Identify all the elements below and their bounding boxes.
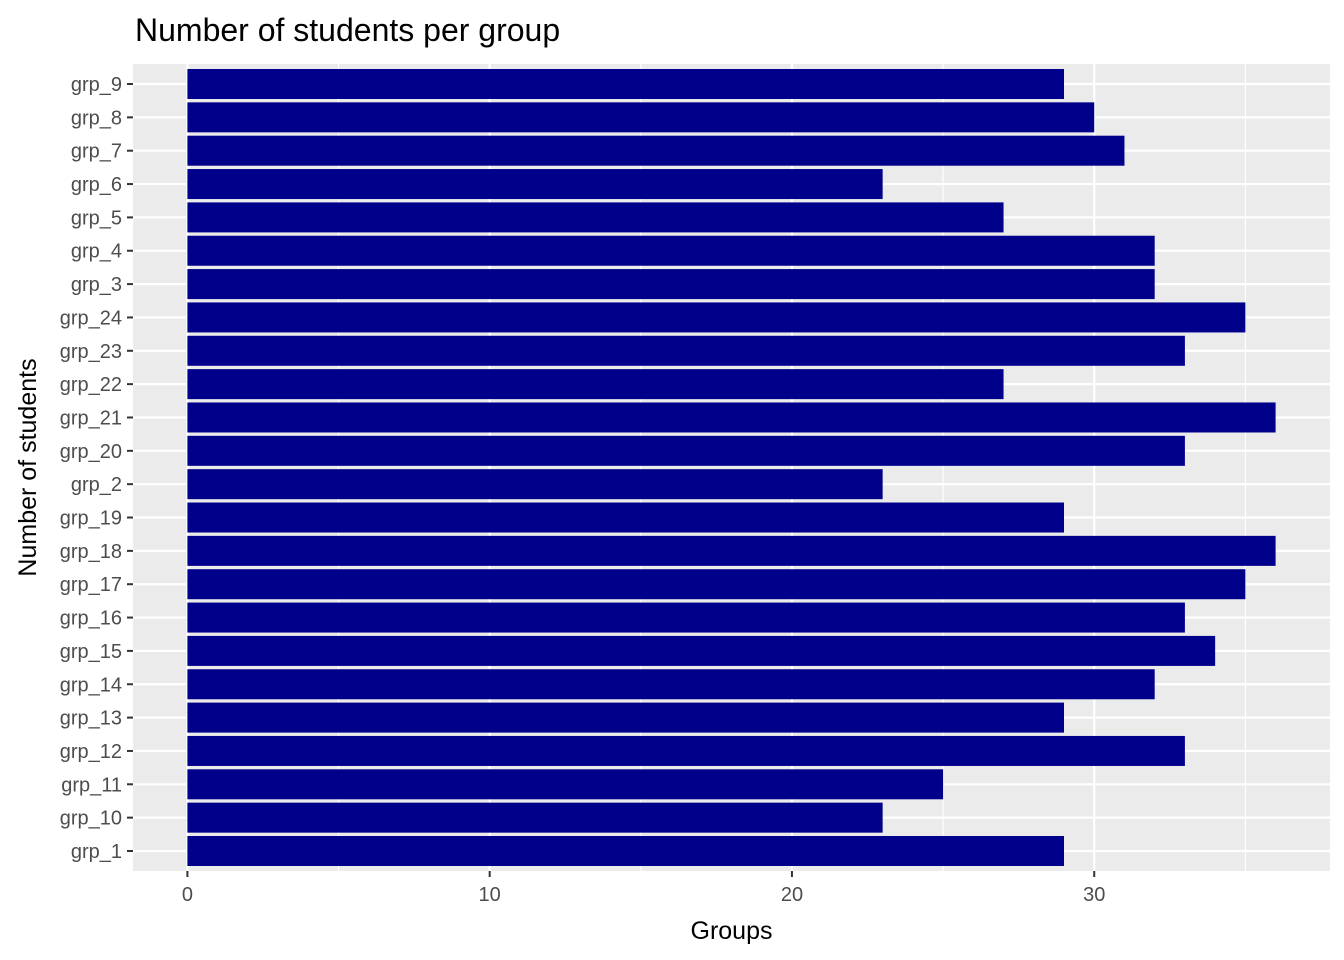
y-tick-label: grp_5 [71,207,122,229]
chart-title: Number of students per group [135,12,560,48]
y-tick-label: grp_20 [60,441,122,463]
bar-grp_11 [187,769,944,800]
y-tick-label: grp_9 [71,74,122,96]
bar-grp_3 [187,269,1155,300]
x-axis-title: Groups [691,917,773,945]
y-tick-label: grp_16 [60,608,122,630]
bar-grp_13 [187,702,1065,733]
y-tick-label: grp_23 [60,341,122,363]
bar-grp_18 [187,535,1276,566]
bar-grp_6 [187,169,883,200]
x-tick-label: 30 [1083,884,1105,906]
bar-grp_8 [187,102,1095,133]
y-tick-label: grp_12 [60,741,122,763]
y-tick-label: grp_14 [60,674,122,696]
y-tick-label: grp_10 [60,808,122,830]
bar-grp_10 [187,802,883,833]
bar-grp_14 [187,669,1155,700]
y-tick-label: grp_1 [71,841,122,863]
bar-grp_15 [187,635,1216,666]
x-tick-label: 20 [781,884,803,906]
y-tick-label: grp_7 [71,141,122,163]
y-axis-title: Number of students [14,358,42,576]
bar-grp_12 [187,735,1185,766]
y-tick-label: grp_8 [71,107,122,129]
x-axis: 0 10 20 30 [182,871,1105,906]
y-axis: grp_1 grp_10 grp_11 grp_12 grp_13 grp_14 grp_1… [60,74,133,863]
bar-grp_16 [187,602,1185,633]
x-tick-label: 10 [479,884,501,906]
bar-grp_17 [187,569,1246,600]
bar-grp_9 [187,69,1065,100]
bar-grp_21 [187,402,1276,433]
bars [187,69,1276,866]
bar-grp_5 [187,202,1004,233]
bar-grp_1 [187,835,1065,866]
bar-grp_7 [187,135,1125,166]
bar-grp_20 [187,435,1185,466]
y-tick-label: grp_19 [60,508,122,530]
y-tick-label: grp_22 [60,374,122,396]
bar-grp_23 [187,335,1185,366]
y-tick-label: grp_11 [61,774,122,796]
bar-grp_2 [187,469,883,500]
y-tick-label: grp_6 [71,174,122,196]
y-tick-label: grp_17 [60,574,122,596]
y-tick-label: grp_24 [60,307,122,329]
bar-grp_19 [187,502,1065,533]
y-tick-label: grp_18 [60,541,122,563]
y-tick-label: grp_3 [71,274,122,296]
y-tick-label: grp_4 [71,241,122,263]
y-tick-label: grp_13 [60,708,122,730]
y-tick-label: grp_15 [60,641,122,663]
bar-grp_24 [187,302,1246,333]
y-tick-label: grp_21 [60,407,122,429]
y-tick-label: grp_2 [71,474,122,496]
x-tick-label: 0 [182,884,193,906]
bar-grp_22 [187,369,1004,400]
bar-grp_4 [187,235,1155,266]
